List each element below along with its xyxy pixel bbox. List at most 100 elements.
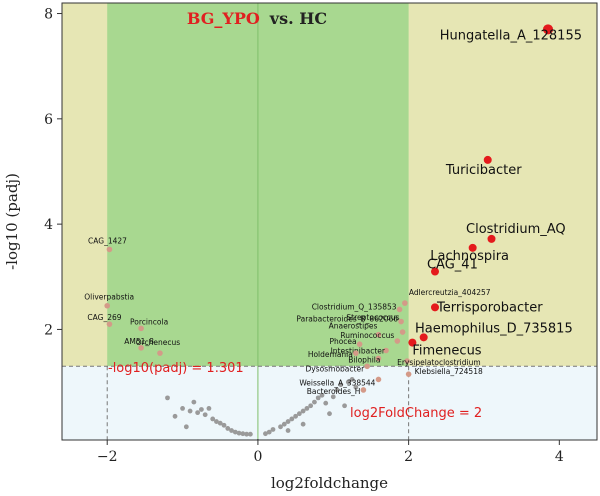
y-axis-label: -log10 (padj)	[3, 173, 21, 270]
point-label: Intestinibacter	[331, 346, 386, 355]
significant-label: CAG_41	[427, 258, 478, 273]
nonsignificant-point	[210, 416, 216, 422]
labeled-point	[375, 355, 382, 362]
point-label: Adlercreutzia_404257	[409, 288, 491, 297]
axes: −2 0 2 4 2 4 6 8	[44, 2, 598, 465]
nonsignificant-point	[240, 431, 246, 437]
labeled-point	[138, 325, 144, 332]
nonsignificant-point	[180, 406, 185, 411]
nonsignificant-point	[247, 431, 253, 437]
significant-point	[430, 267, 439, 276]
significant-point	[419, 333, 428, 342]
nonsignificant-point	[266, 429, 272, 435]
nonsignificant-point	[308, 403, 314, 409]
point-label: CAG_269	[87, 313, 121, 322]
nonsignificant-point	[236, 430, 242, 436]
significant-label: Terrisporobacter	[436, 300, 543, 315]
labeled-point	[399, 329, 406, 335]
nonsignificant-point	[165, 395, 170, 401]
chart-title: BG_YPO vs. HC	[187, 9, 327, 28]
nonsignificant-points	[165, 377, 359, 437]
nonsignificant-point	[319, 392, 325, 398]
x-tick-label: −2	[97, 449, 118, 465]
nonsignificant-point	[206, 406, 212, 411]
nonsignificant-point	[338, 382, 344, 388]
point-label: Ruminococcus	[340, 331, 394, 340]
point-label: Weissella_A_338544	[299, 378, 375, 387]
nonsignificant-point	[293, 413, 298, 419]
significant-label: Hungatella_A_128155	[440, 28, 582, 43]
nonsignificant-point	[232, 429, 238, 435]
labeled-point	[398, 318, 404, 325]
significant-label: Clostridium_AQ	[466, 222, 566, 237]
labeled-point	[402, 300, 408, 306]
labeled-point	[353, 350, 359, 356]
nonsignificant-point	[229, 428, 234, 433]
nonsignificant-point	[334, 387, 340, 393]
labeled-point	[405, 371, 412, 377]
point-label: Orchenecus	[136, 338, 181, 347]
point-label: CAG_1427	[88, 236, 127, 245]
significant-point	[430, 303, 439, 312]
nonsignificant-point	[289, 416, 295, 422]
nonsignificant-point	[296, 411, 302, 417]
point-label: Porcincola	[130, 317, 168, 326]
labeled-point	[157, 350, 163, 356]
x-tick-label: 2	[404, 449, 413, 465]
x-tick-label: 4	[555, 449, 564, 465]
point-label: Clostridium_Q_135853	[312, 302, 397, 311]
nonsignificant-point	[304, 406, 310, 411]
labeled-point	[396, 306, 403, 313]
nonsignificant-point	[244, 431, 250, 437]
nonsignificant-point	[217, 420, 223, 426]
point-label: AM51_8	[124, 337, 154, 346]
nonsignificant-point	[349, 377, 355, 382]
point-label: Oliverpabstia	[84, 293, 134, 302]
labeled-point	[404, 358, 410, 364]
point-label: Holdemania	[308, 350, 353, 359]
nonsignificant-point	[278, 424, 283, 430]
nonsignificant-point	[281, 421, 287, 427]
labeled-point	[394, 338, 401, 344]
point-label: Bilophila	[348, 355, 380, 364]
nonsignificant-point	[300, 408, 306, 414]
nonsignificant-point	[323, 400, 329, 406]
nonsignificant-point	[187, 408, 193, 414]
y-threshold-label: -log10(padj) = 1.301	[108, 361, 244, 376]
labeled-point	[364, 363, 370, 370]
nonsignificant-point	[191, 399, 197, 405]
y-tick-label: 8	[44, 7, 53, 23]
point-label: Parabacteroides_B_862066	[296, 315, 398, 324]
nonsignificant-point	[353, 384, 359, 390]
nonsignificant-point	[300, 421, 306, 427]
significant-label: Fimenecus	[412, 344, 481, 359]
nonsignificant-point	[225, 426, 231, 431]
significant-point	[468, 243, 477, 252]
nonsignificant-point	[195, 410, 201, 416]
significant-point	[408, 338, 417, 347]
labeled-point	[375, 376, 382, 383]
point-label: Anaerostipes	[329, 322, 378, 331]
nonsignificant-point	[312, 399, 317, 405]
nonsignificant-point	[315, 395, 321, 401]
significant-label: Haemophilus_D_735815	[415, 321, 573, 336]
labeled-point	[375, 331, 382, 338]
nonsignificant-padj-region	[62, 366, 597, 440]
nonsignificant-point	[345, 379, 351, 385]
x-axis-label: log2foldchange	[271, 474, 388, 492]
labeled-point	[356, 341, 363, 347]
point-label: Phocea	[329, 337, 356, 346]
labeled-point	[106, 321, 113, 327]
labeled-point	[138, 345, 144, 351]
nonsignificant-point	[202, 412, 208, 418]
nonsignificant-point	[263, 431, 268, 437]
nonsignificant-point	[183, 424, 189, 430]
point-label: Streptococcus	[346, 313, 399, 322]
significant-points: Hungatella_A_128155 Turicibacter Clostridi…	[408, 24, 582, 359]
nonsignificant-point	[330, 394, 336, 400]
point-label: Bacteroides_H	[307, 387, 361, 396]
point-label: Erysipelatoclostridium	[397, 358, 481, 367]
labeled-point	[104, 302, 111, 309]
nonsignificant-point	[214, 419, 219, 424]
